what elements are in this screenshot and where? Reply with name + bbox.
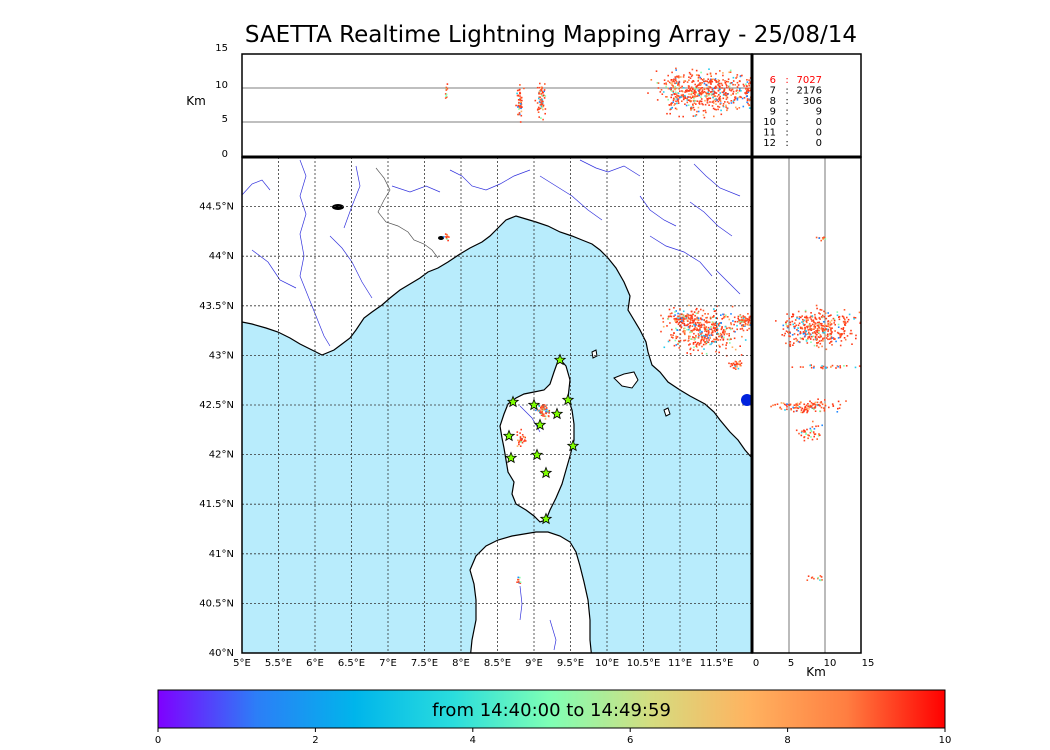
lat-tick-label: 42.5°N <box>199 400 234 411</box>
map-panel: 5°E 5.5°E 6°E 6.5°E 7°E 7.5°E 8°E 8.5°E 9°E 9.5°E… <box>199 156 753 669</box>
colorbar-tick-label: 10 <box>939 735 952 746</box>
lon-tick-label: 8°E <box>452 658 470 669</box>
lon-tick-label: 11.5°E <box>700 658 734 669</box>
colorbar-tick-label: 2 <box>312 735 318 746</box>
alt-tick-label: 0 <box>222 149 228 160</box>
station-id: 6 <box>770 75 776 86</box>
mainland-coast <box>242 157 752 459</box>
lon-tick-label: 5°E <box>233 658 251 669</box>
side-tick-label: 10 <box>824 658 837 669</box>
star-icon <box>530 448 544 461</box>
lat-tick-label: 43°N <box>209 350 234 361</box>
station-sep: : <box>785 75 788 86</box>
lon-tick-label: 10°E <box>595 658 619 669</box>
station-count: 0 <box>816 117 822 128</box>
star-icon <box>527 398 541 411</box>
alt-tick-label: 10 <box>215 80 228 91</box>
station-sep: : <box>785 107 788 118</box>
page-title: SAETTA Realtime Lightning Mapping Array … <box>244 22 858 48</box>
side-sources <box>770 236 861 582</box>
star-icon <box>506 395 520 408</box>
lon-tick-label: 8.5°E <box>484 658 511 669</box>
colorbar-gradient <box>157 689 946 729</box>
side-tick-label: 0 <box>753 658 759 669</box>
colorbar-tick-label: 8 <box>784 735 790 746</box>
station-count: 306 <box>803 96 822 107</box>
station-count: 7027 <box>797 75 822 86</box>
station-id: 10 <box>763 117 776 128</box>
altitude-sources <box>444 67 752 123</box>
lon-tick-label: 6.5°E <box>338 658 365 669</box>
lat-tick-label: 43.5°N <box>199 301 234 312</box>
station-count: 9 <box>816 107 822 118</box>
giglio-island <box>663 407 671 417</box>
lon-tick-label: 5.5°E <box>265 658 292 669</box>
side-axis-label: Km <box>806 665 826 679</box>
alt-axis-label: Km <box>186 94 206 108</box>
station-id: 9 <box>770 107 776 118</box>
sardinia-coast <box>469 531 592 653</box>
lon-tick-label: 7°E <box>379 658 397 669</box>
star-icon <box>553 353 567 366</box>
colorbar-caption: from 14:40:00 to 14:49:59 <box>432 700 671 721</box>
map-grid <box>242 157 752 653</box>
station-id: 7 <box>770 86 776 97</box>
station-sep: : <box>785 86 788 97</box>
colorbar-tick-label: 4 <box>470 735 476 746</box>
colorbar-tick-label: 6 <box>627 735 633 746</box>
star-icon <box>566 439 580 452</box>
station-markers <box>502 353 580 525</box>
star-icon <box>502 429 516 442</box>
lon-tick-label: 9.5°E <box>557 658 584 669</box>
star-icon <box>561 393 575 406</box>
star-icon <box>539 466 553 479</box>
star-icon <box>539 512 553 525</box>
station-count: 0 <box>816 128 822 139</box>
lon-tick-label: 6°E <box>306 658 324 669</box>
station-sep: : <box>785 138 788 149</box>
lon-tick-label: 9°E <box>525 658 543 669</box>
station-count: 0 <box>816 138 822 149</box>
lat-tick-label: 44°N <box>209 251 234 262</box>
lat-tick-label: 42°N <box>209 450 234 461</box>
side-tick-label: 15 <box>862 658 875 669</box>
lat-tick-label: 41.5°N <box>199 499 234 510</box>
colorbar: 0 2 4 6 8 10 <box>155 689 952 746</box>
station-sep: : <box>785 128 788 139</box>
lake <box>438 236 444 240</box>
lat-tick-label: 44.5°N <box>199 202 234 213</box>
country-border <box>375 167 439 259</box>
side-tick-label: 5 <box>788 658 794 669</box>
capraia-island <box>591 349 598 359</box>
lightning-sources <box>443 233 752 584</box>
station-count: 2176 <box>797 86 822 97</box>
lon-tick-label: 10.5°E <box>627 658 661 669</box>
side-altitude-panel: 0 5 10 15 Km <box>242 54 874 679</box>
alt-tick-label: 5 <box>222 114 228 125</box>
star-icon <box>533 418 547 431</box>
altitude-panel: Km 15 10 5 0 <box>186 43 753 160</box>
station-id: 12 <box>763 138 776 149</box>
event-marker <box>741 394 752 406</box>
lat-tick-label: 40°N <box>209 648 234 659</box>
station-id: 11 <box>763 128 776 139</box>
station-id: 8 <box>770 96 776 107</box>
station-sep: : <box>785 96 788 107</box>
lat-tick-label: 41°N <box>209 549 234 560</box>
elba-island <box>613 371 639 389</box>
alt-tick-label: 15 <box>215 43 228 54</box>
star-icon <box>550 407 564 420</box>
rivers <box>242 159 741 651</box>
lat-tick-label: 40.5°N <box>199 598 234 609</box>
star-icon <box>504 451 518 464</box>
station-sep: : <box>785 117 788 128</box>
lon-tick-label: 11°E <box>668 658 692 669</box>
colorbar-tick-label: 0 <box>155 735 161 746</box>
lon-tick-label: 7.5°E <box>411 658 438 669</box>
